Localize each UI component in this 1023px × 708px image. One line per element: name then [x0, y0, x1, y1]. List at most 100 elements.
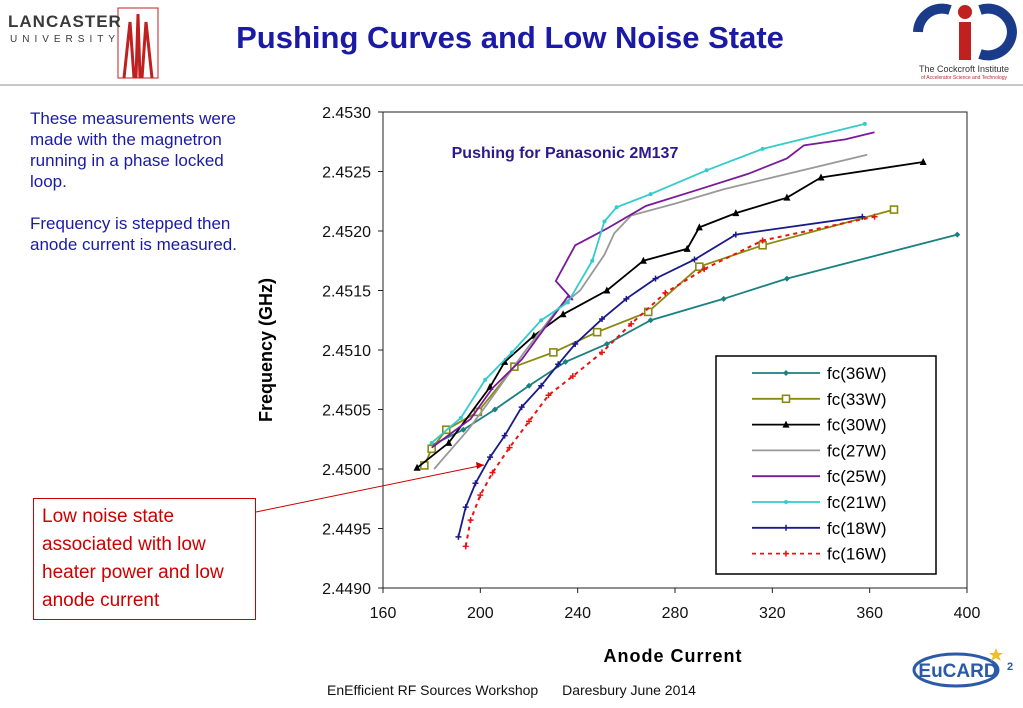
- data-point: [549, 348, 558, 357]
- data-point: [472, 480, 479, 487]
- data-point: [732, 231, 739, 238]
- data-point: [599, 316, 605, 323]
- notes-text: These measurements were made with the ma…: [30, 108, 250, 276]
- x-tick-label: 200: [467, 605, 494, 622]
- data-point: [592, 327, 602, 337]
- data-point: [695, 223, 703, 231]
- data-point: [489, 469, 496, 476]
- note-paragraph: Frequency is stepped then anode current …: [30, 214, 237, 254]
- footer-workshop: EnEfficient RF Sources Workshop: [327, 682, 539, 698]
- legend-label: fc(30W): [827, 416, 887, 435]
- data-point: [458, 415, 463, 420]
- footer-venue: Daresbury June 2014: [562, 682, 696, 698]
- data-point: [477, 492, 484, 499]
- data-point: [683, 244, 691, 252]
- lancaster-logo-text: LANCASTER: [8, 12, 122, 31]
- data-point: [603, 341, 610, 348]
- cockcroft-logo-icon: [913, 3, 1018, 61]
- x-tick-label: 280: [662, 605, 689, 622]
- data-point: [652, 275, 659, 282]
- data-point: [781, 394, 791, 404]
- data-point: [862, 121, 867, 126]
- data-point: [526, 418, 532, 425]
- data-point: [487, 454, 494, 461]
- x-tick-label: 160: [370, 605, 397, 622]
- legend-label: fc(36W): [827, 364, 887, 383]
- data-point: [599, 349, 605, 356]
- data-point: [462, 543, 469, 550]
- data-point: [817, 173, 825, 181]
- legend-label: fc(21W): [827, 493, 887, 512]
- data-point: [614, 205, 619, 210]
- data-point: [783, 524, 789, 531]
- data-point: [455, 533, 462, 540]
- y-tick-label: 2.4490: [322, 581, 371, 598]
- data-point: [559, 310, 567, 318]
- data-point: [555, 361, 562, 368]
- data-point: [460, 426, 467, 433]
- x-tick-label: 320: [759, 605, 786, 622]
- legend-label: fc(25W): [827, 467, 887, 486]
- data-point: [603, 286, 611, 294]
- data-point: [647, 317, 654, 324]
- y-tick-label: 2.4515: [322, 284, 371, 301]
- data-point: [704, 168, 709, 173]
- data-point: [483, 377, 488, 382]
- header: LANCASTER UNIVERSITY Pushing Curves and …: [0, 0, 1023, 84]
- y-tick-label: 2.4525: [322, 165, 371, 182]
- series-fc25w: [431, 131, 875, 449]
- series-line: [431, 131, 875, 449]
- eucard-logo-sup: 2: [1007, 661, 1013, 673]
- callout-arrowhead: [476, 462, 484, 469]
- data-point: [623, 295, 630, 302]
- data-point: [590, 258, 595, 263]
- series-fc27w: [433, 153, 868, 470]
- y-tick-label: 2.4510: [322, 343, 371, 360]
- data-point: [889, 205, 899, 214]
- legend-box: [715, 355, 937, 575]
- chart-annotation: Pushing for Panasonic 2M137: [452, 145, 679, 162]
- lancaster-logo-subtext: UNIVERSITY: [10, 34, 121, 45]
- data-point: [760, 146, 765, 151]
- x-axis-label: Anode Current: [604, 646, 743, 666]
- data-point: [695, 262, 704, 272]
- series-line: [464, 215, 875, 547]
- data-point: [506, 444, 513, 451]
- data-point: [691, 256, 698, 263]
- data-point: [509, 350, 514, 355]
- data-point: [491, 406, 498, 413]
- data-point: [538, 382, 545, 389]
- data-point: [572, 341, 579, 348]
- series-fc16w: [462, 213, 878, 550]
- data-point: [784, 500, 788, 504]
- series-line: [416, 161, 924, 469]
- header-divider: [0, 84, 1023, 86]
- series-line: [431, 233, 958, 447]
- data-point: [954, 231, 961, 238]
- data-point: [759, 237, 766, 244]
- data-point: [783, 550, 789, 557]
- legend-label: fc(27W): [827, 441, 887, 460]
- x-tick-label: 400: [954, 605, 981, 622]
- legend-label: fc(16W): [827, 545, 887, 564]
- data-point: [701, 266, 708, 273]
- data-point: [526, 382, 532, 389]
- data-point: [602, 219, 607, 224]
- cockcroft-logo-text: The Cockcroft Institute: [918, 64, 1010, 74]
- data-point: [783, 275, 790, 282]
- data-point: [628, 320, 635, 327]
- data-point: [783, 193, 791, 201]
- data-point: [539, 318, 544, 323]
- data-point: [782, 420, 790, 428]
- series-fc36w: [428, 231, 961, 449]
- data-point: [501, 432, 508, 439]
- cockcroft-logo-subtext: of Accelerator Science and Technology: [920, 75, 1008, 81]
- data-point: [639, 256, 647, 264]
- callout-arrow: [255, 464, 485, 513]
- page-title: Pushing Curves and Low Noise State: [236, 20, 784, 55]
- eucard-logo-icon: EuCARD 2: [912, 648, 1013, 688]
- y-tick-label: 2.4500: [322, 462, 371, 479]
- data-point: [429, 440, 434, 445]
- data-point: [427, 444, 436, 454]
